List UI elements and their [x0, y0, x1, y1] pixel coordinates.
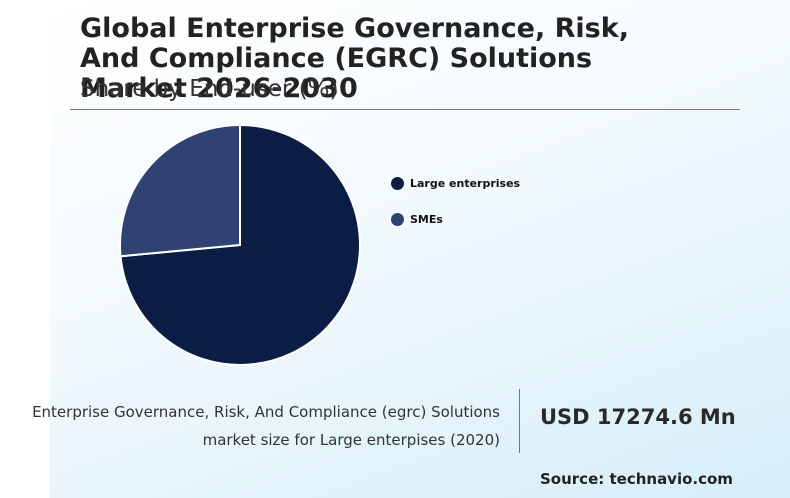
- legend-item-smes: SMEs: [391, 211, 520, 227]
- legend-label-smes: SMEs: [410, 212, 443, 226]
- pie-slice-smes: [119, 123, 241, 258]
- market-size-value: USD 17274.6 Mn: [540, 405, 736, 429]
- chart-title: Global Enterprise Governance, Risk, And …: [80, 13, 629, 104]
- chart-subtitle: Share by End-user (%): [80, 76, 339, 102]
- source-credit: Source: technavio.com: [540, 470, 733, 488]
- caption-divider: [519, 389, 520, 453]
- market-size-caption: Enterprise Governance, Risk, And Complia…: [0, 398, 500, 454]
- legend-label-large-enterprises: Large enterprises: [410, 176, 521, 190]
- legend-swatch-smes: [391, 212, 404, 226]
- chart-legend: Large enterprises SMEs: [391, 175, 520, 247]
- legend-swatch-large-enterprises: [391, 176, 404, 190]
- caption-line-1: Enterprise Governance, Risk, And Complia…: [32, 403, 500, 421]
- caption-line-2: market size for Large enterpises (2020): [202, 431, 500, 449]
- title-divider: [70, 109, 740, 110]
- legend-item-large-enterprises: Large enterprises: [391, 175, 520, 191]
